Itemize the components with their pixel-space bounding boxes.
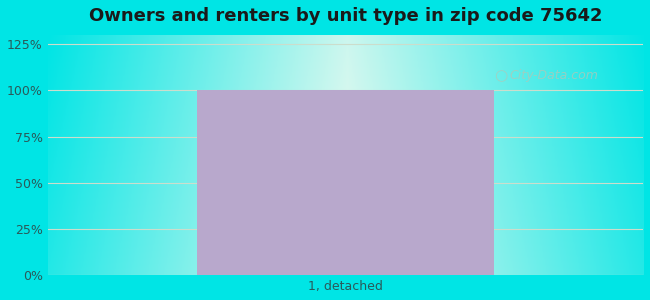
- Text: ○: ○: [494, 68, 508, 83]
- Title: Owners and renters by unit type in zip code 75642: Owners and renters by unit type in zip c…: [88, 7, 602, 25]
- Text: City-Data.com: City-Data.com: [509, 69, 598, 82]
- Bar: [196, 90, 494, 275]
